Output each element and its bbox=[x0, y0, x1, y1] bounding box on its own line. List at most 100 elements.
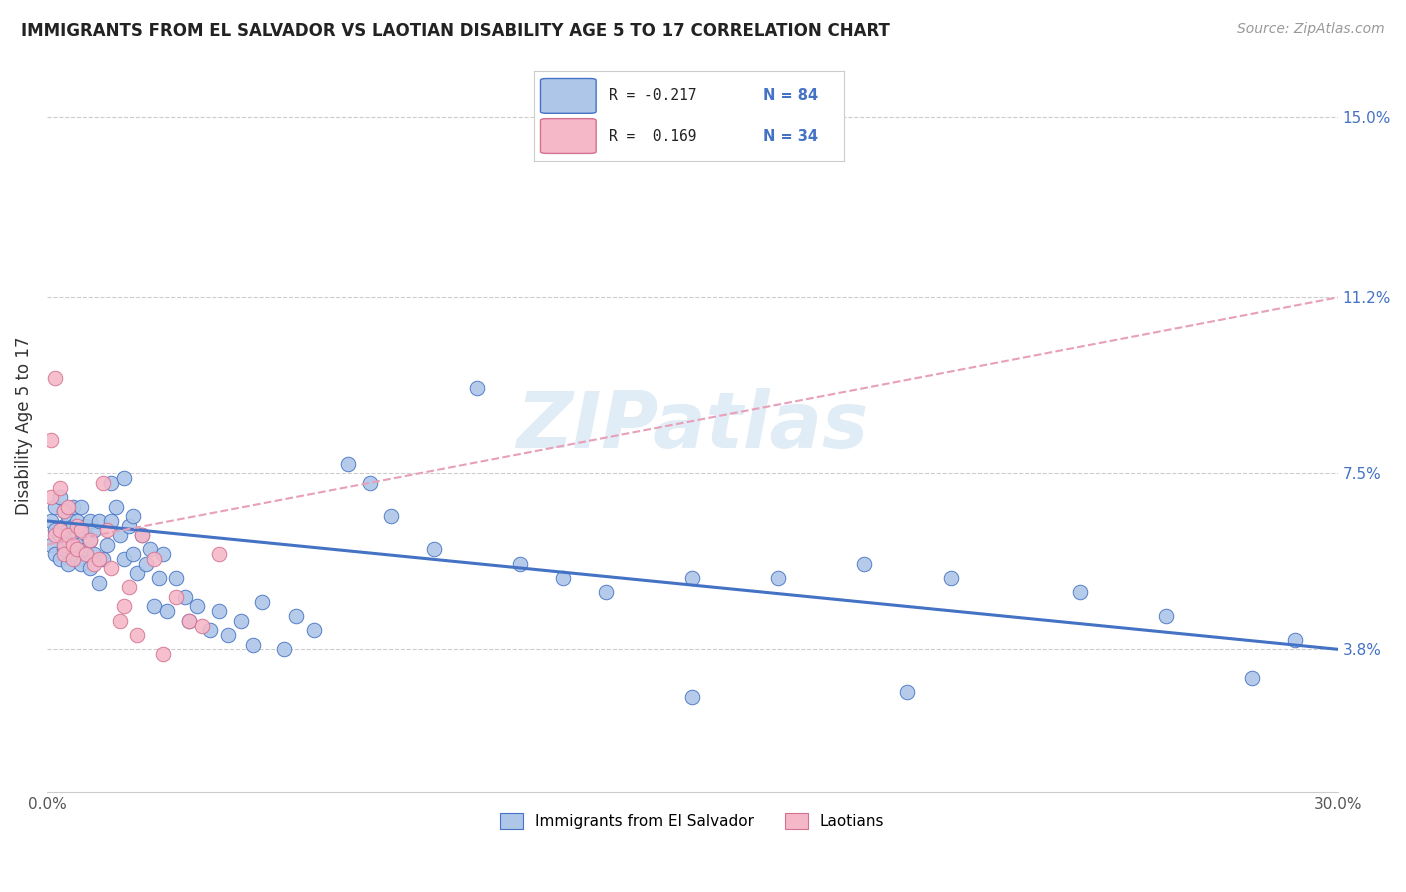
Point bbox=[53, 542, 76, 557]
Point bbox=[127, 566, 149, 581]
Y-axis label: Disability Age 5 to 17: Disability Age 5 to 17 bbox=[15, 336, 32, 515]
Point bbox=[100, 514, 122, 528]
Text: N = 34: N = 34 bbox=[763, 128, 818, 144]
Point bbox=[681, 571, 703, 585]
Point bbox=[122, 509, 145, 524]
Point bbox=[66, 552, 89, 566]
Point bbox=[58, 509, 80, 524]
Point bbox=[131, 528, 153, 542]
Point bbox=[62, 518, 84, 533]
Point bbox=[79, 533, 101, 547]
Point bbox=[853, 557, 876, 571]
Point bbox=[1284, 632, 1306, 647]
Point bbox=[66, 518, 89, 533]
Point bbox=[53, 504, 76, 518]
Point bbox=[112, 599, 135, 614]
Point bbox=[423, 542, 446, 557]
Point bbox=[896, 685, 918, 699]
Point bbox=[83, 524, 105, 538]
Point bbox=[939, 571, 962, 585]
Text: R = -0.217: R = -0.217 bbox=[609, 88, 696, 103]
Point bbox=[229, 614, 252, 628]
Point bbox=[49, 490, 72, 504]
Point bbox=[595, 585, 617, 599]
Text: IMMIGRANTS FROM EL SALVADOR VS LAOTIAN DISABILITY AGE 5 TO 17 CORRELATION CHART: IMMIGRANTS FROM EL SALVADOR VS LAOTIAN D… bbox=[21, 22, 890, 40]
Point bbox=[208, 547, 231, 561]
Point bbox=[66, 528, 89, 542]
Point bbox=[131, 528, 153, 542]
Point bbox=[87, 514, 110, 528]
Point bbox=[108, 614, 131, 628]
Point bbox=[58, 524, 80, 538]
Point bbox=[768, 571, 790, 585]
Point bbox=[285, 609, 308, 624]
Point bbox=[148, 571, 170, 585]
Legend: Immigrants from El Salvador, Laotians: Immigrants from El Salvador, Laotians bbox=[494, 807, 890, 836]
Point bbox=[177, 614, 200, 628]
Point bbox=[217, 628, 239, 642]
Point bbox=[70, 524, 93, 538]
Point bbox=[1154, 609, 1177, 624]
Point bbox=[96, 538, 118, 552]
Point bbox=[58, 528, 80, 542]
Point bbox=[1240, 671, 1263, 685]
Point bbox=[108, 528, 131, 542]
Point bbox=[70, 524, 93, 538]
Point bbox=[49, 528, 72, 542]
Point bbox=[200, 624, 222, 638]
Point bbox=[117, 518, 139, 533]
Point bbox=[49, 481, 72, 495]
Point bbox=[139, 542, 162, 557]
Point bbox=[53, 547, 76, 561]
Point bbox=[49, 552, 72, 566]
Point bbox=[70, 500, 93, 514]
Point bbox=[75, 547, 97, 561]
Point bbox=[53, 518, 76, 533]
Point bbox=[380, 509, 402, 524]
Point bbox=[44, 524, 66, 538]
Point bbox=[87, 575, 110, 590]
Point bbox=[58, 533, 80, 547]
Point bbox=[1069, 585, 1091, 599]
Point bbox=[91, 475, 114, 490]
Text: ZIPatlas: ZIPatlas bbox=[516, 388, 869, 464]
Point bbox=[79, 533, 101, 547]
Point bbox=[66, 514, 89, 528]
Point bbox=[152, 647, 174, 661]
Point bbox=[44, 528, 66, 542]
Point bbox=[39, 433, 62, 447]
Point bbox=[165, 590, 187, 604]
Point bbox=[273, 642, 295, 657]
Point bbox=[70, 557, 93, 571]
Point bbox=[39, 538, 62, 552]
Point bbox=[553, 571, 575, 585]
Point bbox=[62, 500, 84, 514]
FancyBboxPatch shape bbox=[540, 119, 596, 153]
Point bbox=[44, 500, 66, 514]
Point bbox=[112, 471, 135, 485]
Point bbox=[87, 552, 110, 566]
Point bbox=[66, 538, 89, 552]
Point bbox=[509, 557, 531, 571]
Point bbox=[122, 547, 145, 561]
Point bbox=[83, 547, 105, 561]
Point bbox=[44, 547, 66, 561]
Point bbox=[91, 552, 114, 566]
Point bbox=[302, 624, 325, 638]
Point bbox=[79, 514, 101, 528]
Point bbox=[62, 542, 84, 557]
Point bbox=[39, 490, 62, 504]
Point bbox=[58, 557, 80, 571]
FancyBboxPatch shape bbox=[540, 78, 596, 113]
Text: Source: ZipAtlas.com: Source: ZipAtlas.com bbox=[1237, 22, 1385, 37]
Point bbox=[156, 604, 179, 618]
Point bbox=[177, 614, 200, 628]
Point bbox=[44, 371, 66, 385]
Text: R =  0.169: R = 0.169 bbox=[609, 128, 696, 144]
Point bbox=[337, 457, 360, 471]
Point bbox=[100, 475, 122, 490]
Point bbox=[143, 552, 166, 566]
Point bbox=[66, 542, 89, 557]
Point bbox=[75, 518, 97, 533]
Point bbox=[117, 581, 139, 595]
